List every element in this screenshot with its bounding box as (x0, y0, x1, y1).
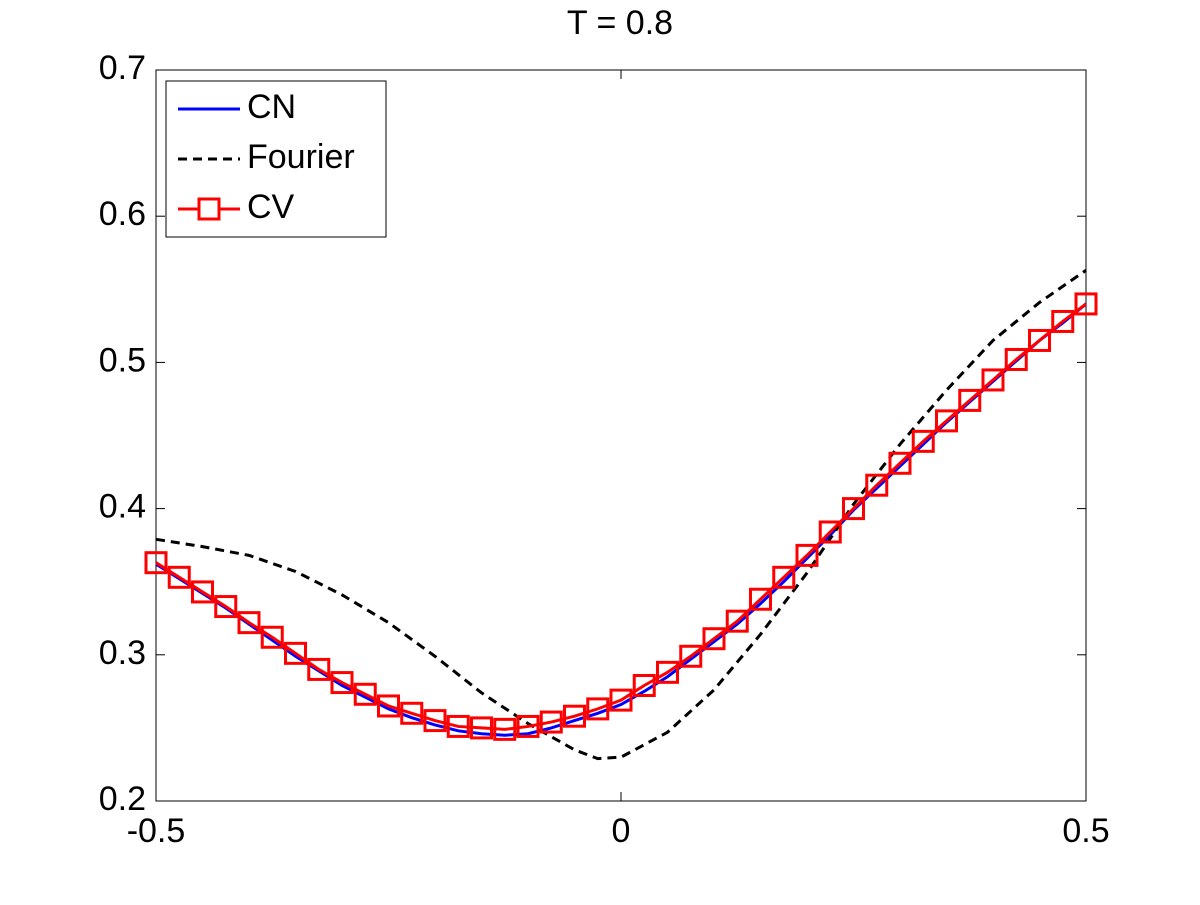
marker (563, 704, 586, 728)
marker (144, 551, 168, 575)
marker (1051, 309, 1075, 333)
marker (772, 565, 796, 589)
marker (632, 674, 656, 698)
y-tick-label: 0.6 (99, 195, 146, 233)
marker (679, 644, 703, 668)
marker (423, 709, 447, 733)
legend-label: Fourier (247, 138, 355, 176)
marker (656, 660, 679, 684)
legend: CN Fourier CV (165, 80, 387, 238)
marker (539, 710, 563, 734)
marker (260, 625, 284, 649)
x-tick-label: 0 (612, 812, 631, 850)
marker (958, 388, 982, 412)
marker (167, 565, 191, 589)
marker (749, 587, 772, 611)
marker (493, 717, 517, 741)
y-tick-label: 0.4 (99, 488, 146, 526)
marker (981, 368, 1005, 392)
marker (818, 520, 842, 544)
y-tick-label: 0.5 (99, 341, 146, 379)
legend-label: CV (247, 188, 295, 226)
marker (237, 611, 261, 635)
y-tick-label: 0.2 (99, 780, 146, 818)
line-cv (155, 302, 1087, 731)
marker (400, 701, 424, 725)
marker (702, 627, 726, 651)
marker (842, 497, 865, 521)
marker (586, 697, 610, 721)
legend-marker (197, 197, 221, 221)
marker (865, 473, 889, 497)
legend-label: CN (247, 88, 296, 126)
marker (446, 714, 470, 738)
marker (377, 694, 400, 718)
marker (284, 641, 307, 665)
marker (1004, 347, 1028, 371)
marker (191, 580, 214, 604)
y-tick-label: 0.3 (99, 634, 146, 672)
line-fourier (155, 269, 1087, 761)
line-cn (155, 302, 1087, 737)
marker (935, 409, 958, 433)
x-tick-label: -0.5 (127, 812, 186, 850)
marker (470, 716, 493, 740)
y-tick-label: 0.7 (99, 49, 146, 87)
marker (725, 609, 749, 633)
marker (911, 429, 935, 453)
marker (1028, 328, 1051, 352)
marker (516, 714, 540, 738)
chart-title: T = 0.8 (567, 4, 673, 42)
marker (353, 682, 377, 706)
marker (214, 595, 238, 619)
marker (888, 451, 912, 475)
marker (330, 671, 354, 695)
marker (795, 543, 819, 567)
x-tick-label: 0.5 (1062, 812, 1109, 850)
marker (307, 657, 331, 681)
marker (609, 688, 633, 712)
marker (1074, 292, 1098, 316)
